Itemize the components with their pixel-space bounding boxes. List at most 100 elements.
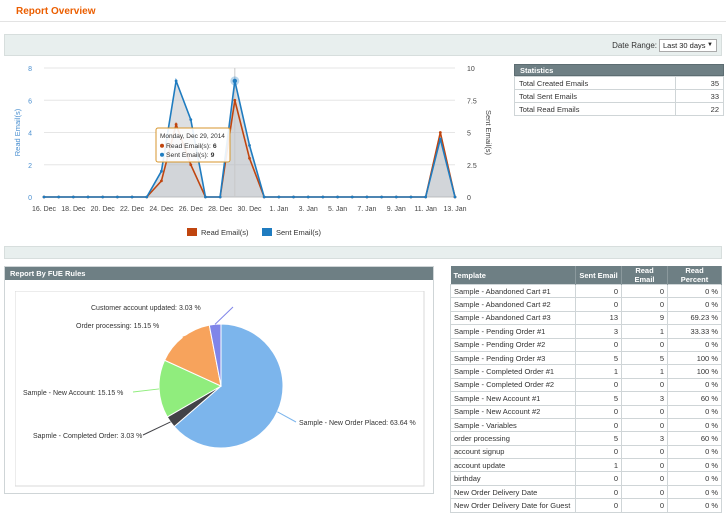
- table-row: Sample - New Account #2 0 0 0 %: [450, 404, 722, 419]
- template-value-cell: 0 %: [667, 471, 722, 486]
- sent-data-point: [174, 79, 178, 83]
- y-tick-right: 0: [467, 195, 471, 202]
- table-row: Sample - Abandoned Cart #3 13 9 69.23 %: [450, 310, 722, 326]
- template-value-cell: 0: [575, 484, 622, 500]
- template-name-cell: Sample - Pending Order #3: [450, 350, 576, 366]
- column-header[interactable]: Read Email: [621, 266, 668, 285]
- x-tick-label: 16. Dec: [32, 206, 57, 213]
- tooltip-row-label: Sent Email(s): 9: [166, 152, 215, 159]
- template-value-cell: 0: [575, 404, 622, 419]
- table-row: New Order Delivery Date 0 0 0 %: [450, 484, 722, 500]
- template-value-cell: 0: [575, 471, 622, 486]
- template-value-cell: 0: [575, 444, 622, 460]
- y-tick-left: 8: [28, 66, 32, 73]
- statistics-value: 33: [675, 89, 724, 103]
- statistics-row: Total Created Emails 35: [514, 76, 724, 90]
- sent-highlight-point: [232, 78, 238, 84]
- x-tick-label: 18. Dec: [61, 206, 86, 213]
- template-value-cell: 60 %: [667, 431, 722, 446]
- pie-connector: [277, 411, 297, 423]
- sent-data-point: [424, 195, 428, 199]
- template-name-cell: Sample - Pending Order #1: [450, 324, 576, 339]
- template-value-cell: 33.33 %: [667, 324, 722, 339]
- tooltip-bullet: [160, 143, 164, 148]
- tooltip-bullet: [160, 152, 164, 157]
- template-name-cell: Sample - Abandoned Cart #2: [450, 297, 576, 312]
- templates-panel: Template Sent Email Read Email Read Percent…: [450, 266, 722, 513]
- x-tick-label: 24. Dec: [149, 206, 174, 213]
- pie-connector: [214, 306, 234, 325]
- sent-data-point: [438, 137, 442, 141]
- column-header[interactable]: Template: [450, 266, 576, 285]
- template-value-cell: 5: [621, 350, 668, 366]
- table-row: Sample - Variables 0 0 0 %: [450, 417, 722, 433]
- x-tick-label: 9. Jan: [387, 206, 406, 213]
- template-value-cell: 0 %: [667, 404, 722, 419]
- statistics-title: Statistics: [514, 64, 724, 76]
- sent-area: [44, 80, 455, 197]
- sent-data-point: [453, 195, 457, 199]
- legend-label: Read Email(s): [201, 228, 249, 237]
- table-row: New Order Delivery Date for Guest 0 0 0 %: [450, 498, 722, 513]
- template-value-cell: 1: [621, 324, 668, 339]
- template-value-cell: 3: [621, 431, 668, 446]
- table-row: Sample - Pending Order #2 0 0 0 %: [450, 337, 722, 352]
- x-tick-label: 28. Dec: [208, 206, 233, 213]
- fue-rules-pie-chart: Sample - New Order Placed: 63.64 % Sapmle…: [15, 291, 425, 487]
- template-value-cell: 0 %: [667, 417, 722, 433]
- table-row: Sample - Completed Order #2 0 0 0 %: [450, 377, 722, 393]
- statistics-panel: Statistics Total Created Emails 35 Total S…: [514, 64, 724, 116]
- template-value-cell: 0: [621, 471, 668, 486]
- y-tick-right: 2.5: [467, 163, 477, 170]
- legend-label: Sent Email(s): [276, 228, 322, 237]
- templates-table: Template Sent Email Read Email Read Percent…: [450, 266, 722, 513]
- date-range-select[interactable]: Last 30 days ▼: [659, 39, 717, 52]
- template-value-cell: 60 %: [667, 391, 722, 406]
- sent-data-point: [101, 195, 105, 199]
- template-name-cell: birthday: [450, 471, 576, 486]
- table-row: Sample - Abandoned Cart #1 0 0 0 %: [450, 283, 722, 299]
- template-name-cell: Sample - New Account #1: [450, 391, 576, 406]
- template-value-cell: 0: [575, 417, 622, 433]
- template-value-cell: 5: [575, 350, 622, 366]
- template-value-cell: 0: [575, 283, 622, 299]
- template-value-cell: 0: [621, 417, 668, 433]
- statistics-label: Total Sent Emails: [514, 89, 676, 103]
- read-data-point: [248, 156, 251, 160]
- y-axis-title-left: Read Email(s): [13, 108, 22, 156]
- template-value-cell: 0 %: [667, 484, 722, 500]
- sent-data-point: [218, 195, 222, 199]
- x-tick-label: 3. Jan: [299, 206, 318, 213]
- read-data-point: [233, 98, 237, 102]
- column-header[interactable]: Read Percent: [667, 266, 722, 285]
- template-name-cell: Sample - Abandoned Cart #3: [450, 310, 576, 326]
- template-name-cell: Sample - Abandoned Cart #1: [450, 283, 576, 299]
- y-tick-right: 5: [467, 131, 471, 138]
- statistics-table: Total Created Emails 35 Total Sent Emails 3…: [514, 76, 724, 116]
- x-tick-label: 11. Jan: [414, 206, 437, 213]
- column-header[interactable]: Sent Email: [575, 266, 622, 285]
- template-name-cell: Sample - Variables: [450, 417, 576, 433]
- tooltip-date: Monday, Dec 29, 2014: [160, 133, 225, 140]
- template-value-cell: 100 %: [667, 364, 722, 379]
- template-value-cell: 0: [621, 283, 668, 299]
- template-value-cell: 100 %: [667, 350, 722, 366]
- date-range-value: Last 30 days: [663, 41, 706, 50]
- template-name-cell: account update: [450, 458, 576, 473]
- fue-panel-title: Report By FUE Rules: [5, 267, 433, 280]
- table-row: order processing 5 3 60 %: [450, 431, 722, 446]
- tooltip-row-value: 9: [211, 152, 215, 159]
- template-value-cell: 0: [575, 498, 622, 513]
- legend-swatch: [187, 228, 197, 236]
- fue-rules-panel: Report By FUE Rules Sample - New Order P…: [4, 266, 434, 494]
- sent-data-point: [380, 195, 384, 199]
- pie-label: Customer account updated: 3.03 %: [91, 305, 201, 312]
- date-range-label: Date Range:: [612, 41, 657, 50]
- template-name-cell: Sample - Completed Order #1: [450, 364, 576, 379]
- template-value-cell: 0: [621, 498, 668, 513]
- table-row: birthday 0 0 0 %: [450, 471, 722, 486]
- sent-data-point: [160, 169, 163, 173]
- template-value-cell: 0: [621, 458, 668, 473]
- section-divider-bar: [4, 246, 722, 259]
- table-row: Sample - Completed Order #1 1 1 100 %: [450, 364, 722, 379]
